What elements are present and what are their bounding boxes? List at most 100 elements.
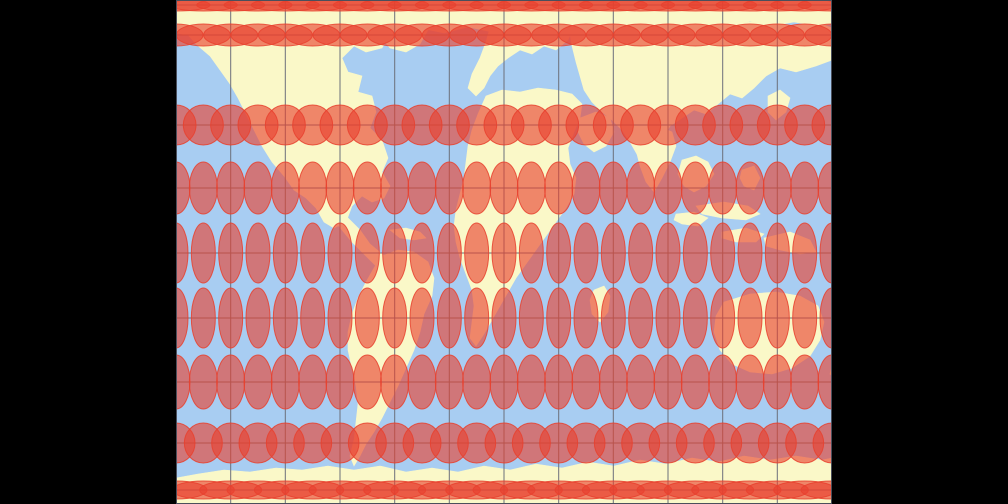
tissot-ellipse-r6-c11 [462, 354, 492, 410]
tissot-ellipse-r5-c14 [546, 287, 572, 349]
tissot-ellipse-r4-c9 [409, 222, 435, 284]
tissot-ellipse-r4-c22 [764, 222, 790, 284]
tissot-ellipse-r5-c22 [764, 287, 790, 349]
tissot-ellipse-r4-c21 [737, 222, 763, 284]
tissot-ellipse-r6-c22 [762, 354, 792, 410]
tissot-ellipse-r6-c1 [188, 354, 218, 410]
tissot-ellipse-r5-c8 [382, 287, 408, 349]
tissot-ellipse-r4-c7 [354, 222, 380, 284]
tissot-ellipse-r4-c13 [518, 222, 544, 284]
tissot-ellipse-r5-c18 [655, 287, 681, 349]
tissot-ellipse-r4-c1 [190, 222, 216, 284]
tissot-ellipse-r3-c11 [462, 161, 492, 215]
tissot-ellipse-r5-c15 [573, 287, 599, 349]
tissot-ellipse-r4-c8 [382, 222, 408, 284]
tissot-ellipse-r6-c3 [243, 354, 273, 410]
tissot-ellipse-r5-c19 [682, 287, 708, 349]
tissot-ellipse-r8-c24 [800, 480, 832, 500]
tissot-ellipse-r4-c3 [245, 222, 271, 284]
tissot-ellipse-r3-c6 [325, 161, 355, 215]
tissot-ellipse-r3-c16 [598, 161, 628, 215]
map-frame [176, 0, 832, 504]
tissot-ellipse-r3-c9 [407, 161, 437, 215]
tissot-ellipse-r5-c5 [300, 287, 326, 349]
tissot-ellipse-r4-c12 [491, 222, 517, 284]
tissot-ellipse-r5-c6 [327, 287, 353, 349]
tissot-ellipse-r6-c13 [516, 354, 546, 410]
tissot-ellipse-r4-c18 [655, 222, 681, 284]
tissot-ellipse-r3-c5 [298, 161, 328, 215]
tissot-ellipse-r3-c17 [626, 161, 656, 215]
tissot-ellipse-r6-c18 [653, 354, 683, 410]
tissot-ellipse-r4-c15 [573, 222, 599, 284]
tissot-ellipse-r3-c21 [735, 161, 765, 215]
tissot-ellipse-r4-c10 [436, 222, 462, 284]
tissot-ellipse-r6-c2 [216, 354, 246, 410]
tissot-ellipse-r3-c15 [571, 161, 601, 215]
tissot-ellipse-r4-c19 [682, 222, 708, 284]
tissot-ellipse-r6-c15 [571, 354, 601, 410]
tissot-ellipse-r5-c3 [245, 287, 271, 349]
tissot-ellipse-r3-c7 [352, 161, 382, 215]
tissot-ellipse-r5-c11 [464, 287, 490, 349]
tissot-ellipse-r5-c17 [628, 287, 654, 349]
tissot-ellipse-r6-c12 [489, 354, 519, 410]
tissot-ellipse-r5-c20 [710, 287, 736, 349]
tissot-ellipse-r7-c24 [812, 422, 832, 464]
tissot-ellipse-r4-c17 [628, 222, 654, 284]
tissot-ellipse-r6-c14 [544, 354, 574, 410]
tissot-ellipse-r3-c8 [380, 161, 410, 215]
tissot-ellipse-r5-c1 [190, 287, 216, 349]
tissot-ellipse-r3-c3 [243, 161, 273, 215]
tissot-ellipse-r5-c24 [819, 287, 832, 349]
tissot-ellipse-r3-c1 [188, 161, 218, 215]
tissot-ellipse-r4-c2 [218, 222, 244, 284]
tissot-ellipse-r6-c17 [626, 354, 656, 410]
tissot-ellipse-r6-c24 [817, 354, 832, 410]
tissot-ellipse-r1-c24 [804, 23, 832, 47]
tissot-ellipse-r5-c4 [272, 287, 298, 349]
tissot-ellipse-r6-c10 [434, 354, 464, 410]
tissot-ellipse-r3-c2 [216, 161, 246, 215]
world-map[interactable] [176, 0, 832, 504]
tissot-ellipse-r4-c23 [792, 222, 818, 284]
tissot-ellipse-r5-c9 [409, 287, 435, 349]
tissot-ellipse-r3-c20 [708, 161, 738, 215]
tissot-ellipse-r5-c16 [600, 287, 626, 349]
tissot-ellipse-r6-c5 [298, 354, 328, 410]
tissot-indicatrix-group [176, 0, 832, 500]
tissot-ellipse-r0-c24 [797, 0, 832, 12]
tissot-ellipse-r3-c14 [544, 161, 574, 215]
tissot-ellipse-r3-c13 [516, 161, 546, 215]
tissot-ellipse-r3-c24 [817, 161, 832, 215]
tissot-ellipse-r4-c0 [176, 222, 189, 284]
tissot-ellipse-r5-c12 [491, 287, 517, 349]
tissot-ellipse-r4-c6 [327, 222, 353, 284]
tissot-ellipse-r3-c23 [790, 161, 820, 215]
tissot-ellipse-r6-c4 [270, 354, 300, 410]
tissot-ellipse-r5-c2 [218, 287, 244, 349]
tissot-ellipse-r4-c16 [600, 222, 626, 284]
tissot-ellipse-r4-c20 [710, 222, 736, 284]
tissot-ellipse-r6-c19 [680, 354, 710, 410]
tissot-ellipse-r3-c18 [653, 161, 683, 215]
tissot-ellipse-r5-c13 [518, 287, 544, 349]
tissot-ellipse-r6-c23 [790, 354, 820, 410]
tissot-ellipse-r3-c10 [434, 161, 464, 215]
tissot-ellipse-r6-c20 [708, 354, 738, 410]
tissot-ellipse-r6-c7 [352, 354, 382, 410]
tissot-ellipse-r3-c19 [680, 161, 710, 215]
tissot-ellipse-r4-c4 [272, 222, 298, 284]
tissot-ellipse-r3-c22 [762, 161, 792, 215]
tissot-ellipse-r6-c21 [735, 354, 765, 410]
tissot-ellipse-r6-c6 [325, 354, 355, 410]
tissot-ellipse-r6-c9 [407, 354, 437, 410]
tissot-ellipse-r4-c14 [546, 222, 572, 284]
tissot-ellipse-r2-c24 [811, 104, 832, 146]
tissot-ellipse-r6-c8 [380, 354, 410, 410]
tissot-ellipse-r5-c23 [792, 287, 818, 349]
tissot-ellipse-r5-c0 [176, 287, 189, 349]
tissot-ellipse-r6-c16 [598, 354, 628, 410]
tissot-ellipse-r4-c11 [464, 222, 490, 284]
